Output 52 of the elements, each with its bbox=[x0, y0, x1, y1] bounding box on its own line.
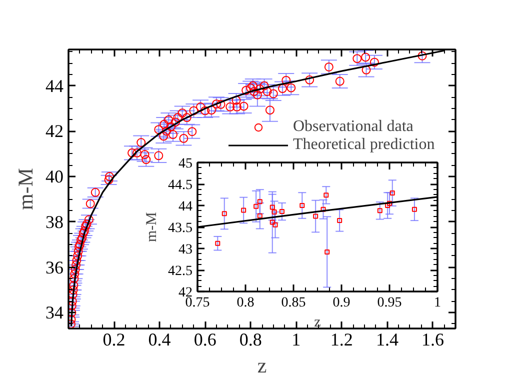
x-tick-label: 0.85 bbox=[281, 296, 306, 310]
y-tick-label: 40 bbox=[46, 166, 64, 187]
x-tick-label: 0.9 bbox=[332, 296, 350, 310]
point bbox=[272, 222, 278, 228]
x-tick-label: 0.8 bbox=[239, 330, 262, 350]
point bbox=[324, 192, 329, 198]
x-tick-label: 1.2 bbox=[330, 330, 353, 350]
x-tick-label: 0.2 bbox=[102, 330, 126, 350]
point bbox=[241, 208, 246, 213]
point bbox=[387, 200, 392, 206]
point bbox=[337, 218, 342, 224]
y-tick-label: 45 bbox=[178, 156, 192, 172]
point bbox=[279, 209, 284, 214]
y-tick-label: 34 bbox=[46, 302, 64, 323]
x-tick-label: 0.6 bbox=[194, 330, 216, 350]
x-tick-label: 0.8 bbox=[236, 296, 254, 310]
point bbox=[257, 213, 262, 218]
y-tick-label: 36 bbox=[46, 257, 64, 278]
x-axis-title: z bbox=[257, 354, 267, 378]
point bbox=[390, 190, 395, 196]
y-tick-label: 43.5 bbox=[168, 221, 192, 236]
point bbox=[412, 206, 417, 212]
point bbox=[300, 203, 305, 208]
point bbox=[377, 208, 382, 214]
x-tick-label: 1.6 bbox=[421, 330, 444, 350]
point bbox=[257, 199, 262, 204]
legend-label: Observational data bbox=[293, 118, 414, 136]
point bbox=[272, 209, 277, 214]
x-tick-label: 1 bbox=[434, 296, 441, 310]
x-axis-title: z bbox=[314, 314, 322, 330]
y-tick-label: 42 bbox=[46, 121, 64, 142]
point bbox=[385, 203, 390, 208]
y-tick-label: 38 bbox=[46, 212, 64, 232]
point bbox=[222, 211, 227, 216]
x-tick-label: 1.4 bbox=[376, 330, 398, 350]
x-tick-label: 1 bbox=[292, 330, 301, 350]
x-tick-label: 0.95 bbox=[377, 296, 402, 310]
y-axis-title: m-M bbox=[144, 212, 160, 242]
point bbox=[320, 206, 326, 212]
point bbox=[254, 204, 259, 209]
point bbox=[324, 249, 330, 254]
y-tick-label: 44.5 bbox=[168, 178, 192, 193]
point bbox=[215, 240, 220, 246]
point bbox=[313, 214, 318, 219]
y-tick-label: 44 bbox=[178, 200, 192, 214]
point bbox=[270, 204, 275, 210]
y-tick-label: 43 bbox=[178, 242, 192, 258]
x-tick-label: 0.4 bbox=[148, 330, 171, 350]
y-axis-title: m-M bbox=[14, 168, 38, 210]
legend-label: Theoretical prediction bbox=[293, 136, 435, 154]
y-tick-label: 44 bbox=[46, 76, 64, 96]
y-tick-label: 42.5 bbox=[168, 264, 192, 279]
